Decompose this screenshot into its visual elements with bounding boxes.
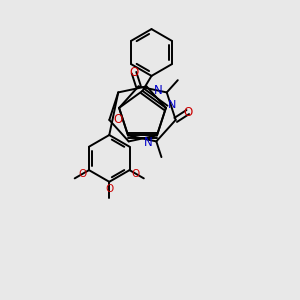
- Text: O: O: [132, 169, 140, 179]
- Text: O: O: [183, 106, 192, 118]
- Text: N: N: [168, 100, 177, 110]
- Text: N: N: [154, 84, 163, 98]
- Text: O: O: [113, 113, 122, 126]
- Text: O: O: [129, 66, 139, 79]
- Text: O: O: [105, 184, 113, 194]
- Text: O: O: [78, 169, 87, 179]
- Text: N: N: [144, 136, 152, 149]
